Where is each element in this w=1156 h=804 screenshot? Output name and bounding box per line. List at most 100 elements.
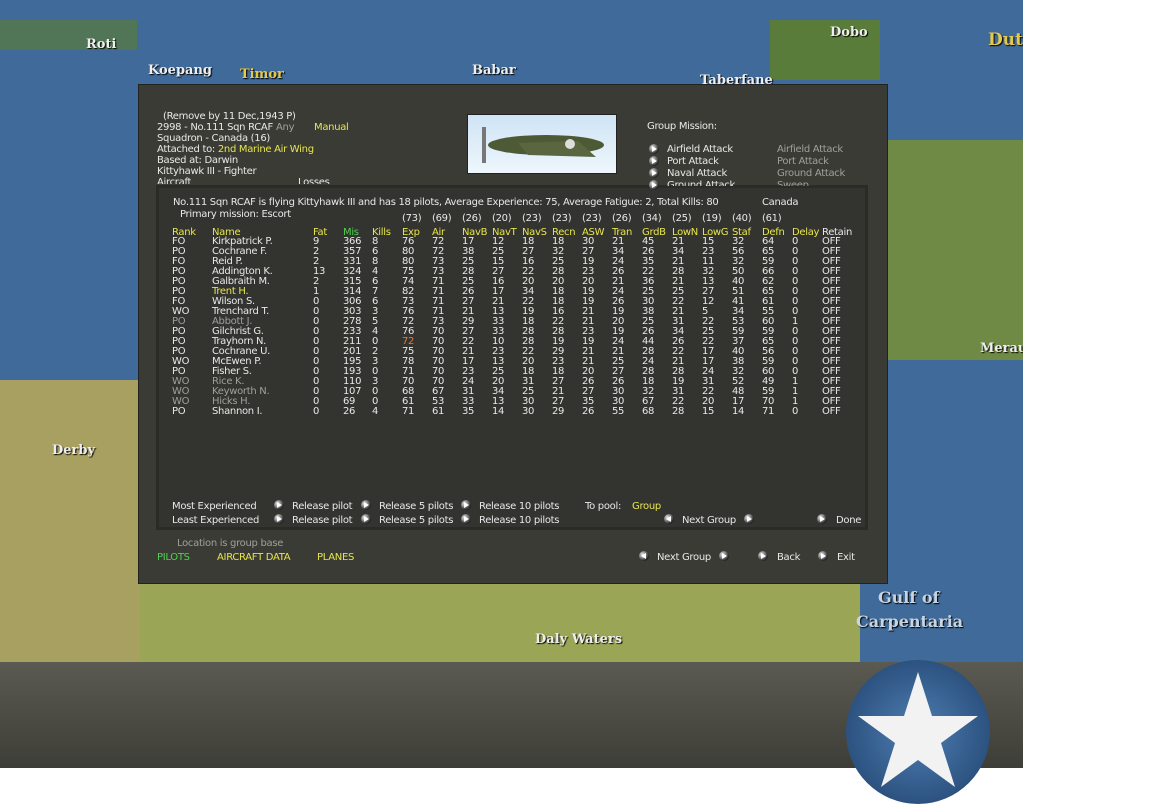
exit-button[interactable]: Exit [837, 552, 855, 563]
arrow-icon[interactable] [361, 500, 371, 510]
pilot-cell[interactable]: OFF [822, 326, 841, 337]
mission-option[interactable]: Naval Attack [667, 168, 727, 179]
prev-group-icon[interactable] [639, 551, 649, 561]
column-header-exp[interactable]: Exp [402, 227, 420, 238]
mission-option[interactable]: Airfield Attack [667, 144, 733, 155]
arrow-icon[interactable] [361, 514, 371, 524]
column-header-recn[interactable]: Recn [552, 227, 576, 238]
pilot-name-link[interactable]: Keyworth N. [212, 386, 270, 397]
next-group-icon[interactable] [719, 551, 729, 561]
release-one-most-button[interactable]: Release pilot [292, 501, 353, 512]
pilot-name-link[interactable]: Reid P. [212, 256, 243, 267]
release-ten-least-button[interactable]: Release 10 pilots [479, 515, 560, 526]
column-header-staf[interactable]: Staf [732, 227, 751, 238]
pilot-cell[interactable]: OFF [822, 256, 841, 267]
column-header-navs[interactable]: NavS [522, 227, 547, 238]
arrow-icon[interactable] [649, 168, 659, 178]
manual-option[interactable]: Manual [314, 122, 349, 133]
pilot-cell[interactable]: OFF [822, 346, 841, 357]
pilot-name-link[interactable]: Galbraith M. [212, 276, 270, 287]
release-one-least-button[interactable]: Release pilot [292, 515, 353, 526]
pilot-name-link[interactable]: Kirkpatrick P. [212, 236, 273, 247]
release-five-most-button[interactable]: Release 5 pilots [379, 501, 454, 512]
column-header-fat[interactable]: Fat [313, 227, 327, 238]
back-button[interactable]: Back [777, 552, 801, 563]
pilot-name-link[interactable]: Cochrane U. [212, 346, 271, 357]
pilot-cell[interactable]: OFF [822, 276, 841, 287]
pilot-cell[interactable]: OFF [822, 406, 841, 417]
pilot-cell[interactable]: OFF [822, 366, 841, 377]
mission-option[interactable]: Ground Attack [667, 180, 735, 186]
pilot-cell[interactable]: OFF [822, 336, 841, 347]
next-group-panel-button[interactable]: Next Group [682, 515, 736, 526]
mission-option[interactable]: Port Attack [667, 156, 719, 167]
pilot-name-link[interactable]: Gilchrist G. [212, 326, 264, 337]
column-header-lown[interactable]: LowN [672, 227, 698, 238]
pilot-name-link[interactable]: Trenchard T. [212, 306, 269, 317]
pilot-name-link[interactable]: Trent H. [212, 286, 249, 297]
pilot-name-link[interactable]: Abbott J. [212, 316, 253, 327]
done-icon[interactable] [817, 514, 827, 524]
pilot-name-link[interactable]: Fisher S. [212, 366, 252, 377]
pilot-name-link[interactable]: Wilson S. [212, 296, 255, 307]
tab-planes[interactable]: PLANES [317, 552, 355, 563]
pilot-cell[interactable]: OFF [822, 286, 841, 297]
pilot-cell[interactable]: OFF [822, 246, 841, 257]
next-group-icon[interactable] [744, 514, 754, 524]
column-header-asw[interactable]: ASW [582, 227, 605, 238]
column-header-mis[interactable]: Mis [343, 227, 359, 238]
pilot-cell: 25 [552, 256, 565, 267]
column-header-lowg[interactable]: LowG [702, 227, 729, 238]
pilot-cell[interactable]: OFF [822, 306, 841, 317]
back-icon[interactable] [758, 551, 768, 561]
arrow-icon[interactable] [274, 514, 284, 524]
exit-icon[interactable] [818, 551, 828, 561]
prev-group-icon[interactable] [664, 514, 674, 524]
pilot-cell: 22 [462, 336, 475, 347]
pilot-name-link[interactable]: Hicks H. [212, 396, 251, 407]
pilot-cell[interactable]: OFF [822, 236, 841, 247]
attached-unit-link[interactable]: 2nd Marine Air Wing [217, 144, 314, 155]
pilot-cell[interactable]: OFF [822, 316, 841, 327]
pilot-cell[interactable]: OFF [822, 396, 841, 407]
pilot-name-link[interactable]: Shannon I. [212, 406, 263, 417]
pilot-cell[interactable]: OFF [822, 376, 841, 387]
column-header-navb[interactable]: NavB [462, 227, 488, 238]
arrow-icon[interactable] [649, 144, 659, 154]
pilot-name-link[interactable]: Trayhorn N. [212, 336, 267, 347]
pilot-name-link[interactable]: McEwen P. [212, 356, 262, 367]
pilot-cell: 26 [672, 336, 685, 347]
pilot-name-link[interactable]: Cochrane F. [212, 246, 267, 257]
pilot-cell[interactable]: OFF [822, 386, 841, 397]
any-option[interactable]: Any [276, 122, 295, 133]
column-header-defn[interactable]: Defn [762, 227, 785, 238]
column-header-rank[interactable]: Rank [172, 227, 196, 238]
arrow-icon[interactable] [461, 500, 471, 510]
column-header-navt[interactable]: NavT [492, 227, 517, 238]
arrow-icon[interactable] [649, 156, 659, 166]
column-header-name[interactable]: Name [212, 227, 241, 238]
arrow-icon[interactable] [274, 500, 284, 510]
done-button[interactable]: Done [836, 515, 862, 526]
pilot-name-link[interactable]: Addington K. [212, 266, 273, 277]
column-header-retain[interactable]: Retain [822, 227, 853, 238]
pilot-cell[interactable]: OFF [822, 266, 841, 277]
column-header-delay[interactable]: Delay [792, 227, 820, 238]
arrow-icon[interactable] [649, 180, 659, 190]
column-header-kills[interactable]: Kills [372, 227, 391, 238]
column-header-grdb[interactable]: GrdB [642, 227, 666, 238]
tab-pilots[interactable]: PILOTS [157, 552, 190, 563]
column-header-tran[interactable]: Tran [612, 227, 633, 238]
pool-selector[interactable]: Group [632, 501, 661, 512]
tab-aircraft-data[interactable]: AIRCRAFT DATA [217, 552, 291, 563]
release-ten-most-button[interactable]: Release 10 pilots [479, 501, 560, 512]
pilot-cell[interactable]: OFF [822, 356, 841, 367]
pilot-cell: 18 [522, 366, 535, 377]
pilot-cell: 50 [732, 266, 745, 277]
arrow-icon[interactable] [461, 514, 471, 524]
column-header-air[interactable]: Air [432, 227, 445, 238]
pilot-name-link[interactable]: Rice K. [212, 376, 245, 387]
pilot-cell[interactable]: OFF [822, 296, 841, 307]
next-group-button[interactable]: Next Group [657, 552, 711, 563]
release-five-least-button[interactable]: Release 5 pilots [379, 515, 454, 526]
